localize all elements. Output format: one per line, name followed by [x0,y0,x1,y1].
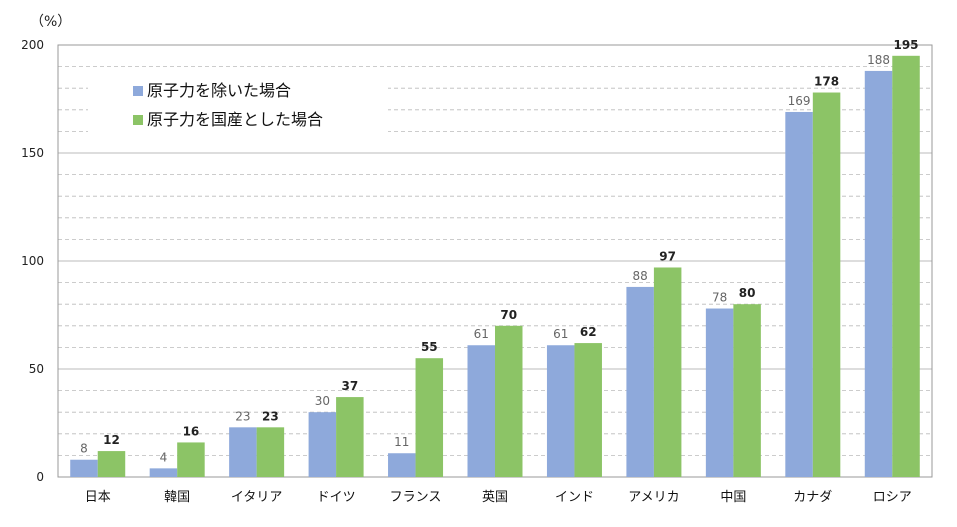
x-category-label: ロシア [873,490,912,505]
bar-nuclear-domestic [892,55,920,478]
data-label-nuclear-domestic: 195 [893,38,918,52]
data-label-without-nuclear: 78 [712,291,727,305]
data-label-without-nuclear: 11 [394,435,409,449]
x-category-label: フランス [390,490,442,505]
bar-nuclear-domestic [733,304,761,477]
data-label-without-nuclear: 188 [867,53,890,67]
data-label-without-nuclear: 8 [80,442,88,456]
bar-without-nuclear [626,286,654,477]
legend-label-nuclear-domestic: 原子力を国産とした場合 [147,110,323,129]
data-label-without-nuclear: 61 [553,327,568,341]
y-tick-label: 200 [21,38,44,52]
legend: 原子力を除いた場合 原子力を国産とした場合 [88,70,388,136]
y-tick-label: 150 [21,146,44,160]
y-tick-label: 50 [29,362,44,376]
data-labels: 8 12 4 16 23 23 30 37 11 55 61 70 61 62 88 97 78 80 169178… [80,38,918,465]
x-category-label: 中国 [720,490,746,505]
bar-without-nuclear [388,453,416,477]
x-category-label: 韓国 [164,490,190,505]
data-label-without-nuclear: 61 [474,327,489,341]
data-label-nuclear-domestic: 80 [739,286,756,300]
data-label-nuclear-domestic: 16 [183,424,200,438]
y-tick-label: 0 [36,470,44,484]
x-category-label: アメリカ [628,490,679,505]
bar-without-nuclear [705,308,734,477]
data-label-nuclear-domestic: 37 [341,379,358,393]
bar-without-nuclear [546,345,575,477]
x-category-label: インド [555,490,594,505]
y-tick-label: 100 [21,254,44,268]
data-label-without-nuclear: 30 [315,394,330,408]
x-category-label: カナダ [793,490,832,505]
data-label-nuclear-domestic: 23 [262,409,279,423]
data-label-without-nuclear: 169 [788,94,811,108]
x-category-label: 英国 [482,490,508,505]
bar-nuclear-domestic [336,397,364,477]
bar-nuclear-domestic [177,442,205,477]
bar-without-nuclear [864,70,893,478]
bars [70,55,920,478]
data-label-without-nuclear: 88 [633,269,648,283]
y-axis-unit-label: （%） [30,14,71,30]
bar-nuclear-domestic [812,92,841,478]
bar-without-nuclear [229,427,257,477]
x-category-label: ドイツ [317,490,356,505]
bar-without-nuclear [70,459,98,477]
legend-swatch-without-nuclear [133,86,143,96]
bar-nuclear-domestic [653,267,682,477]
data-label-nuclear-domestic: 178 [814,75,839,89]
bar-without-nuclear [149,468,178,477]
data-label-without-nuclear: 23 [235,409,250,423]
data-label-nuclear-domestic: 55 [421,340,438,354]
legend-label-without-nuclear: 原子力を除いた場合 [147,81,291,100]
bar-without-nuclear [308,412,337,477]
bar-without-nuclear [785,111,813,478]
bar-nuclear-domestic [415,358,444,477]
x-category-label: 日本 [85,490,111,505]
data-label-nuclear-domestic: 12 [103,433,120,447]
data-label-nuclear-domestic: 62 [580,325,597,339]
x-category-label: イタリア [231,490,282,505]
data-label-without-nuclear: 4 [160,450,168,464]
bar-nuclear-domestic [97,451,126,477]
bar-nuclear-domestic [495,325,523,477]
data-label-nuclear-domestic: 97 [659,249,676,263]
bar-nuclear-domestic [574,343,602,477]
bar-nuclear-domestic [256,427,285,477]
legend-swatch-nuclear-domestic [133,115,143,125]
bar-without-nuclear [467,345,495,477]
data-label-nuclear-domestic: 70 [500,308,517,322]
